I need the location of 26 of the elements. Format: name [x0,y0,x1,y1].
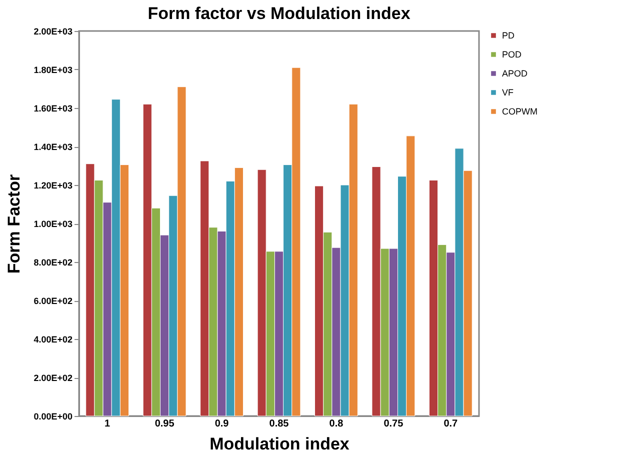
y-tick-label: 1.60E+03 [34,104,72,114]
x-tick-label: 0.75 [384,418,404,430]
x-tick-label: 0.7 [444,418,458,430]
x-axis-title: Modulation index [210,434,350,454]
y-axis-title: Form Factor [4,174,24,274]
y-tick-label: 1.40E+03 [34,142,72,152]
legend-label: COPWM [502,106,538,116]
legend-label: PD [502,30,516,40]
x-tick-label: 0.85 [269,418,290,430]
y-tick-label: 6.00E+02 [34,296,72,306]
y-tick-label: 2.00E+03 [34,26,72,36]
chart-title: Form factor vs Modulation index [148,4,411,23]
y-tick-label: 8.00E+02 [34,258,72,268]
x-tick-label: 1 [104,418,111,430]
x-tick-label: 0.8 [329,418,344,430]
y-tick-label: 2.00E+02 [34,373,72,383]
legend-label: APOD [502,68,528,78]
x-tick-label: 0.95 [154,418,175,430]
x-tick-label: 0.9 [214,418,230,430]
y-tick-label: 1.00E+03 [34,219,72,229]
y-tick-label: 1.20E+03 [34,180,72,190]
y-tick-label: 4.00E+02 [34,334,72,344]
y-tick-label: 1.80E+03 [34,65,72,75]
y-tick-label: 0.00E+00 [34,412,72,422]
legend-label: VF [502,88,514,98]
legend-label: POD [502,50,522,60]
